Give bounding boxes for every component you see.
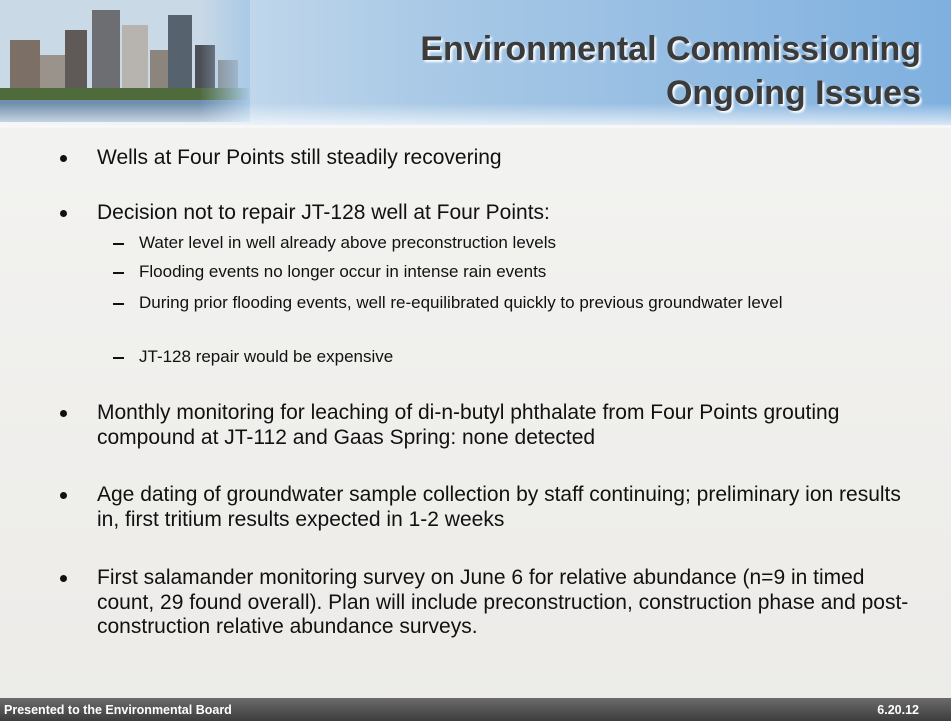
sub-bullet: JT-128 repair would be expensive bbox=[139, 346, 909, 368]
header: Environmental Commissioning Ongoing Issu… bbox=[0, 0, 951, 128]
bullet-text: Monthly monitoring for leaching of di-n-… bbox=[97, 401, 839, 449]
sub-bullet: During prior flooding events, well re-eq… bbox=[139, 292, 909, 314]
footer: Presented to the Environmental Board 6.2… bbox=[0, 698, 951, 721]
bullet-marker bbox=[60, 575, 67, 582]
bullet-marker bbox=[60, 410, 67, 417]
bullet: Age dating of groundwater sample collect… bbox=[97, 483, 917, 532]
sub-bullet-text: JT-128 repair would be expensive bbox=[139, 347, 393, 366]
bullet-text: Decision not to repair JT-128 well at Fo… bbox=[97, 201, 550, 224]
bullet-marker bbox=[60, 492, 67, 499]
dash-marker bbox=[113, 243, 124, 245]
dash-marker bbox=[113, 357, 124, 359]
sub-bullet: Water level in well already above precon… bbox=[139, 232, 909, 254]
title: Ongoing Issues bbox=[666, 74, 921, 113]
footer-date: 6.20.12 bbox=[877, 703, 919, 717]
title: Environmental Commissioning bbox=[420, 30, 921, 69]
bullet-marker bbox=[60, 155, 67, 162]
bullet-text: First salamander monitoring survey on Ju… bbox=[97, 566, 908, 638]
dash-marker bbox=[113, 272, 124, 274]
bullet-marker bbox=[60, 210, 67, 217]
bullet-text: Age dating of groundwater sample collect… bbox=[97, 483, 901, 531]
slide: Environmental Commissioning Ongoing Issu… bbox=[0, 0, 951, 721]
sub-bullet-text: During prior flooding events, well re-eq… bbox=[139, 293, 783, 312]
bullet: First salamander monitoring survey on Ju… bbox=[97, 566, 917, 640]
bullet: Monthly monitoring for leaching of di-n-… bbox=[97, 401, 917, 450]
skyline-image bbox=[0, 0, 250, 122]
bullet-text: Wells at Four Points still steadily reco… bbox=[97, 146, 502, 169]
bullet: Decision not to repair JT-128 well at Fo… bbox=[97, 201, 917, 226]
sub-bullet: Flooding events no longer occur in inten… bbox=[139, 261, 909, 283]
bullet: Wells at Four Points still steadily reco… bbox=[97, 146, 917, 171]
sub-bullet-text: Flooding events no longer occur in inten… bbox=[139, 262, 546, 281]
sub-bullet-text: Water level in well already above precon… bbox=[139, 233, 556, 252]
dash-marker bbox=[113, 303, 124, 305]
footer-left: Presented to the Environmental Board bbox=[4, 703, 232, 717]
